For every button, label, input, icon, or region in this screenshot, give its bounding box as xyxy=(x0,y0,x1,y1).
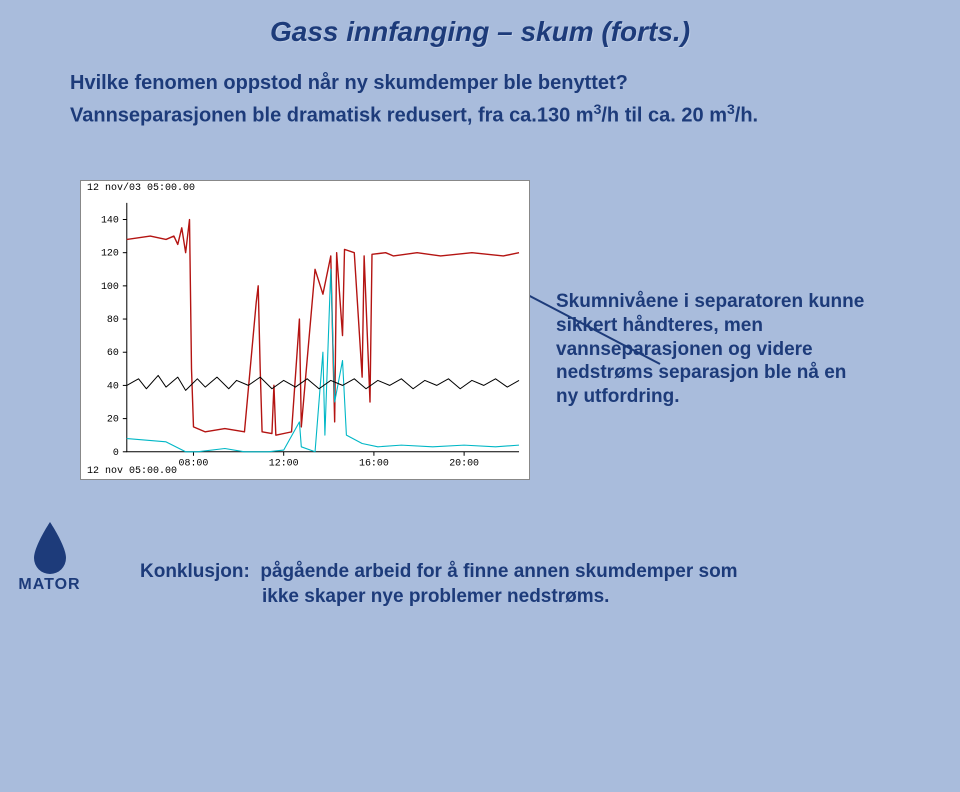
conclusion-body-1: pågående arbeid for å finne annen skumde… xyxy=(260,561,737,582)
svg-text:20: 20 xyxy=(107,414,119,425)
svg-text:40: 40 xyxy=(107,380,119,391)
chart-timestamp-bottom: 12 nov 05:00.00 xyxy=(87,466,177,477)
svg-text:80: 80 xyxy=(107,314,119,325)
svg-text:120: 120 xyxy=(101,248,119,259)
drop-icon xyxy=(28,520,72,574)
sup-3b: 3 xyxy=(727,101,735,117)
svg-text:60: 60 xyxy=(107,347,119,358)
svg-text:20:00: 20:00 xyxy=(449,458,479,469)
svg-text:08:00: 08:00 xyxy=(179,458,209,469)
line2-mid: /h til ca. 20 m xyxy=(601,105,727,127)
svg-text:0: 0 xyxy=(113,447,119,458)
logo-text: MATOR xyxy=(18,576,80,593)
line2-pre: Vannseparasjonen ble dramatisk redusert,… xyxy=(70,105,594,127)
subtitle-question: Hvilke fenomen oppstod når ny skumdemper… xyxy=(0,48,960,99)
svg-text:16:00: 16:00 xyxy=(359,458,389,469)
svg-text:100: 100 xyxy=(101,281,119,292)
conclusion: Konklusjon: pågående arbeid for å finne … xyxy=(140,560,920,609)
conclusion-label: Konklusjon: xyxy=(140,560,250,585)
time-series-chart: 0 20 40 60 80 100 120 140 08:00 12:00 16:00 20:00 xyxy=(81,181,529,480)
svg-text:12:00: 12:00 xyxy=(269,458,299,469)
line2-end: /h. xyxy=(735,105,758,127)
callout-text: Skumnivåene i separatoren kunne sikkert … xyxy=(556,290,866,409)
chart-panel: 12 nov/03 05:00.00 02040608010012014008:… xyxy=(80,180,530,480)
svg-text:140: 140 xyxy=(101,214,119,225)
slide-title: Gass innfanging – skum (forts.) xyxy=(0,0,960,48)
mator-logo: MATOR xyxy=(12,520,87,594)
conclusion-body-2: ikke skaper nye problemer nedstrøms. xyxy=(140,585,920,610)
separation-sentence: Vannseparasjonen ble dramatisk redusert,… xyxy=(0,99,960,128)
